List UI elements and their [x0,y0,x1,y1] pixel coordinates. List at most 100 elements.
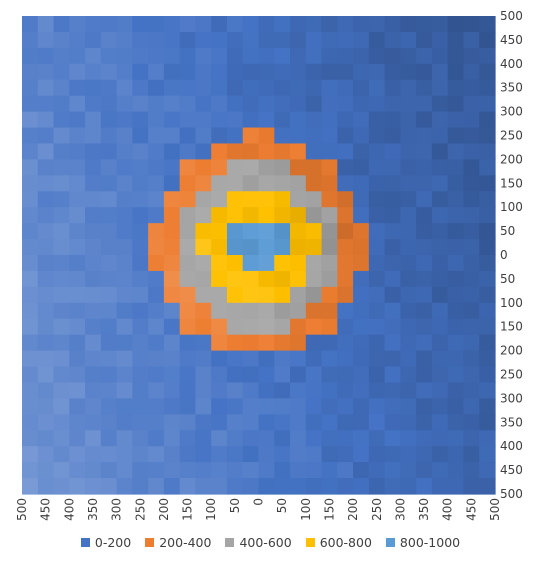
surface-cell [479,302,496,320]
surface-cell [368,302,386,320]
surface-cell [337,350,354,368]
surface-cell [100,414,118,431]
surface-cell [337,366,354,384]
surface-cell [416,79,433,97]
surface-cell [116,462,133,479]
surface-cell [37,143,55,160]
surface-cell [321,191,338,208]
surface-cell [100,270,118,288]
surface-cell [258,255,275,272]
y-tick-label: 500 [500,487,523,501]
surface-cell [368,31,386,49]
y-tick-label: 0 [500,248,508,262]
surface-cell [337,175,354,192]
surface-cell [163,47,181,65]
surface-cell [353,255,370,272]
surface-cell [179,63,197,81]
surface-cell [274,175,291,192]
surface-cell [132,111,149,129]
surface-cell [211,382,228,399]
surface-cell [447,286,465,304]
surface-cell [447,430,465,447]
surface-cell [100,127,118,145]
surface-cell [148,95,165,113]
surface-cell [211,143,228,160]
surface-cell [179,302,197,320]
surface-cell [337,382,354,399]
surface-cell [211,270,228,288]
surface-cell [53,302,70,320]
surface-cell [274,31,291,49]
surface-cell [195,286,212,304]
surface-cell [384,414,401,431]
surface-cell [195,191,212,208]
surface-cell [148,255,165,272]
surface-cell [148,191,165,208]
surface-cell [368,47,386,65]
surface-cell [479,398,496,415]
surface-cell [400,462,417,479]
surface-cell [53,143,70,160]
surface-cell [100,159,118,176]
surface-cell [431,191,449,208]
surface-cell [305,175,323,192]
surface-cell [163,478,181,495]
surface-cell [258,414,275,431]
surface-cell [353,191,370,208]
surface-cell [368,207,386,224]
surface-cell [195,31,212,49]
surface-cell [195,478,212,495]
surface-cell [100,398,118,415]
surface-cell [163,239,181,256]
surface-cell [274,143,291,160]
surface-cell [416,143,433,160]
surface-cell [132,414,149,431]
surface-cell [353,366,370,384]
surface-cell [195,255,212,272]
surface-cell [274,350,291,368]
surface-cell [242,302,260,320]
surface-cell [290,286,307,304]
surface-cell [463,175,480,192]
x-tick-label: 300 [110,498,124,521]
surface-cell [116,318,133,336]
surface-cell [463,318,480,336]
surface-cell [116,414,133,431]
surface-cell [53,127,70,145]
surface-cell [431,286,449,304]
surface-cell [416,175,433,192]
surface-cell [258,16,275,33]
surface-cell [305,366,323,384]
surface-cell [116,478,133,495]
surface-cell [368,270,386,288]
surface-cell [384,430,401,447]
surface-cell [163,207,181,224]
surface-cell [85,159,102,176]
surface-cell [37,334,55,352]
surface-cell [69,430,86,447]
surface-cell [242,63,260,81]
surface-cell [242,47,260,65]
surface-cell [400,334,417,352]
surface-cell [447,462,465,479]
x-tick-label: 450 [464,498,478,521]
surface-cell [274,191,291,208]
surface-cell [416,191,433,208]
surface-cell [22,207,39,224]
surface-cell [463,79,480,97]
surface-cell [384,79,401,97]
surface-cell [100,382,118,399]
surface-cell [37,223,55,240]
surface-cell [148,430,165,447]
surface-cell [463,111,480,129]
surface-cell [148,16,165,33]
surface-cell [337,318,354,336]
surface-cell [195,318,212,336]
surface-cell [321,63,338,81]
surface-cell [195,16,212,33]
surface-cell [384,478,401,495]
surface-cell [258,398,275,415]
surface-cell [479,31,496,49]
surface-cell [85,478,102,495]
surface-cell [226,16,244,33]
